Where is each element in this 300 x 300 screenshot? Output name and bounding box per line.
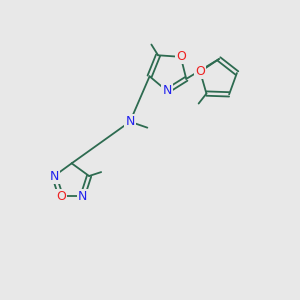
Text: N: N bbox=[78, 190, 87, 203]
Text: N: N bbox=[50, 169, 59, 182]
Text: N: N bbox=[162, 85, 172, 98]
Text: N: N bbox=[125, 115, 135, 128]
Text: O: O bbox=[176, 50, 186, 63]
Text: O: O bbox=[56, 190, 66, 203]
Text: O: O bbox=[195, 65, 205, 78]
